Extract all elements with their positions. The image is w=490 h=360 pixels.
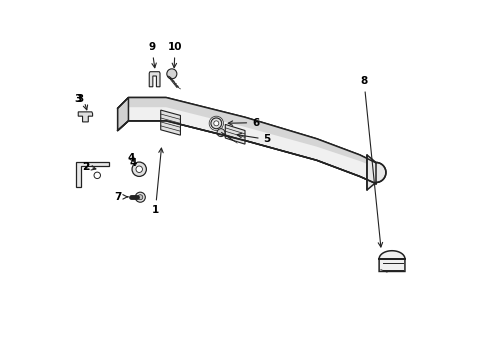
Text: 7: 7	[115, 192, 128, 202]
Circle shape	[211, 118, 221, 129]
Polygon shape	[76, 162, 109, 187]
Polygon shape	[78, 112, 93, 122]
Circle shape	[138, 195, 143, 200]
Text: 4: 4	[129, 158, 137, 168]
Polygon shape	[368, 163, 376, 184]
Circle shape	[136, 166, 143, 172]
Text: 5: 5	[237, 133, 271, 144]
Text: 4: 4	[127, 153, 135, 163]
Circle shape	[214, 121, 219, 126]
Circle shape	[217, 129, 225, 136]
Polygon shape	[118, 98, 376, 167]
Polygon shape	[379, 251, 405, 271]
Polygon shape	[161, 110, 180, 135]
Text: 1: 1	[152, 148, 163, 216]
Polygon shape	[367, 155, 386, 190]
Circle shape	[135, 192, 146, 202]
Circle shape	[94, 172, 100, 179]
Text: 8: 8	[361, 76, 383, 247]
Text: 2: 2	[82, 162, 89, 172]
Polygon shape	[149, 72, 160, 87]
Polygon shape	[118, 98, 128, 131]
Text: 9: 9	[148, 42, 156, 68]
Text: 10: 10	[168, 42, 182, 68]
Text: 2: 2	[82, 162, 89, 172]
Text: 3: 3	[74, 94, 82, 104]
Text: 3: 3	[76, 94, 84, 104]
Polygon shape	[118, 98, 376, 184]
Circle shape	[167, 69, 177, 79]
Circle shape	[132, 162, 147, 176]
Polygon shape	[225, 125, 245, 144]
Text: 6: 6	[228, 118, 259, 128]
